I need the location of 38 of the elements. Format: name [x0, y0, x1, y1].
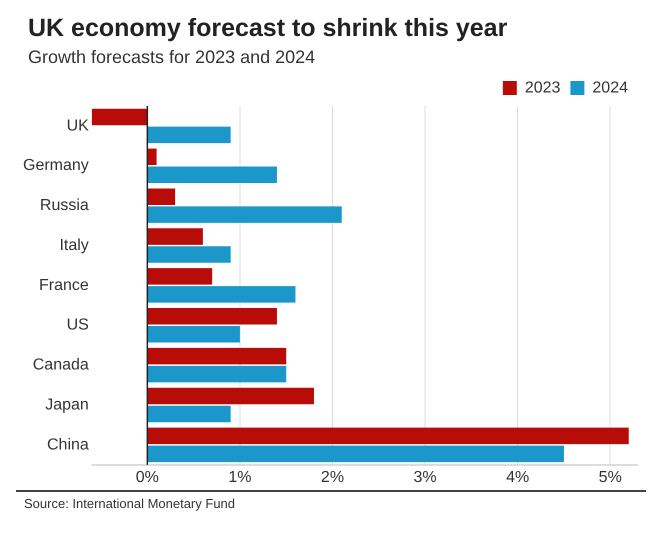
- bar: [147, 148, 157, 166]
- y-tick-label: Germany: [23, 157, 89, 174]
- chart-title: UK economy forecast to shrink this year: [28, 14, 508, 43]
- x-tick-label: 1%: [228, 468, 252, 486]
- bar: [147, 326, 240, 342]
- y-tick-label: France: [39, 276, 89, 294]
- bar: [147, 286, 296, 303]
- bar: [147, 206, 342, 223]
- bar: [92, 108, 148, 126]
- y-tick-label: UK: [66, 117, 90, 134]
- bar: [147, 388, 314, 404]
- y-tick-label: Canada: [32, 356, 89, 374]
- bar: [147, 228, 203, 245]
- y-tick-label: US: [66, 316, 89, 334]
- y-tick-label: China: [46, 436, 89, 454]
- bar: [147, 366, 286, 382]
- bar: [147, 246, 231, 263]
- bar: [147, 188, 176, 205]
- y-tick-label: Japan: [45, 396, 89, 414]
- x-tick-label: 0%: [136, 468, 159, 486]
- bar: [147, 308, 277, 325]
- x-tick-label: 4%: [506, 468, 530, 486]
- bar: [147, 126, 231, 144]
- y-tick-label: Russia: [40, 197, 89, 214]
- legend-label: 2023: [524, 79, 561, 96]
- x-tick-label: 5%: [598, 468, 622, 486]
- x-tick-label: 2%: [320, 468, 344, 486]
- x-tick-label: 3%: [414, 468, 437, 486]
- bar: [147, 348, 286, 364]
- source-note: Source: International Monetary Fund: [16, 490, 646, 515]
- y-tick-label: Italy: [59, 236, 89, 254]
- bar: [147, 268, 212, 285]
- bar: [147, 428, 629, 444]
- legend-label: 2024: [592, 79, 628, 96]
- chart-subtitle: Growth forecasts for 2023 and 2024: [28, 47, 316, 68]
- bar: [147, 406, 231, 422]
- bar: [147, 446, 564, 462]
- bar: [147, 166, 277, 184]
